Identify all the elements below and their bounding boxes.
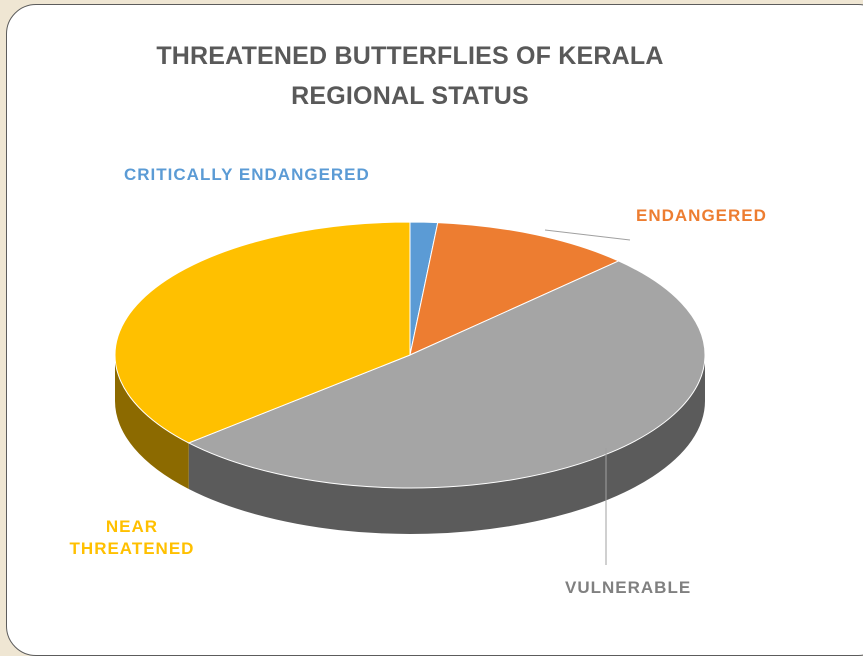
pie-side-walls [115, 355, 706, 534]
slice-label-endangered: ENDANGERED [636, 206, 767, 225]
pie-slice-3 [114, 221, 411, 444]
slice-label-vulnerable: VULNERABLE [565, 578, 692, 597]
chart-subtitle: REGIONAL STATUS [291, 82, 529, 110]
slice-label-near-threatened: NEAR THREATENED [69, 517, 195, 558]
pie-side-2 [188, 355, 706, 534]
pie-side-3 [115, 355, 189, 489]
pie-slice-2 [187, 260, 706, 489]
chart-title: THREATENED BUTTERFLIES OF KERALA [156, 42, 664, 70]
leader-line-0 [544, 229, 631, 241]
pie-chart [114, 221, 706, 565]
pie-slice-1 [409, 222, 620, 356]
slice-label-critically-endangered: CRITICALLY ENDANGERED [124, 165, 370, 184]
